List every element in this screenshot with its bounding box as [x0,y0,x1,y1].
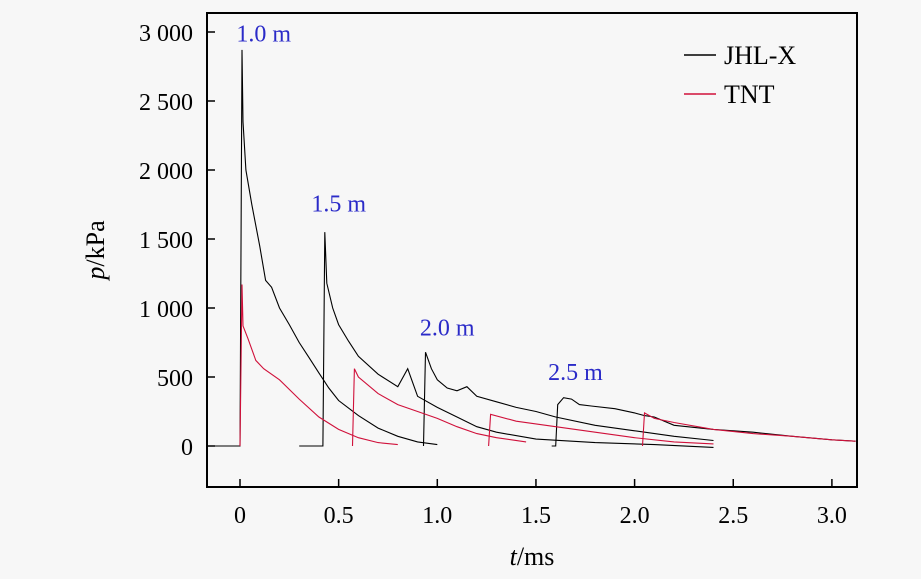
y-tick-label: 2 000 [139,159,193,185]
y-tick-label: 2 500 [139,90,193,116]
distance-label: 2.5 m [548,360,603,386]
x-tick-label: 0 [234,503,246,529]
distance-label: 1.5 m [311,191,366,217]
series-tnt-curve-2 [488,413,714,447]
x-axis-label: t/ms [510,542,555,571]
x-tick-label: 1.0 [422,503,452,529]
series-tnt-curve-3 [641,411,856,447]
y-tick-label: 1 000 [139,297,193,323]
x-tick-label: 3.0 [817,503,847,529]
series-tnt-curve-0 [239,284,398,447]
plot-area [208,49,856,448]
x-tick-label: 2.0 [620,503,650,529]
plot-frame [206,12,858,488]
y-tick-label: 3 000 [139,21,193,47]
legend: JHL-X TNT [684,41,796,109]
series-jhl-x-curve-1 [299,232,714,448]
series-tnt-curve-1 [351,368,527,447]
x-tick-label: 0.5 [324,503,354,529]
y-tick-label: 0 [181,435,193,461]
series-jhl-x-curve-2 [422,352,714,447]
series-jhl-x-curve-3 [551,397,856,447]
distance-annotations: 1.0 m 1.5 m 2.0 m 2.5 m [236,22,603,386]
series-jhl-x-curve-0 [208,49,438,447]
y-tick-label: 1 500 [139,228,193,254]
x-tick-label: 2.5 [718,503,748,529]
distance-label: 2.0 m [420,316,475,342]
distance-label: 1.0 m [236,22,291,48]
x-tick-label: 1.5 [521,503,551,529]
legend-label-tnt: TNT [724,80,775,109]
y-tick-label: 500 [157,366,193,392]
axes-ticks: 0 0.5 1.0 1.5 2.0 2.5 3.0 0 500 1 000 1 500 2 000 2 … [139,21,847,529]
legend-label-jhl-x: JHL-X [724,41,796,70]
y-axis-label: p/kPa [81,220,110,282]
